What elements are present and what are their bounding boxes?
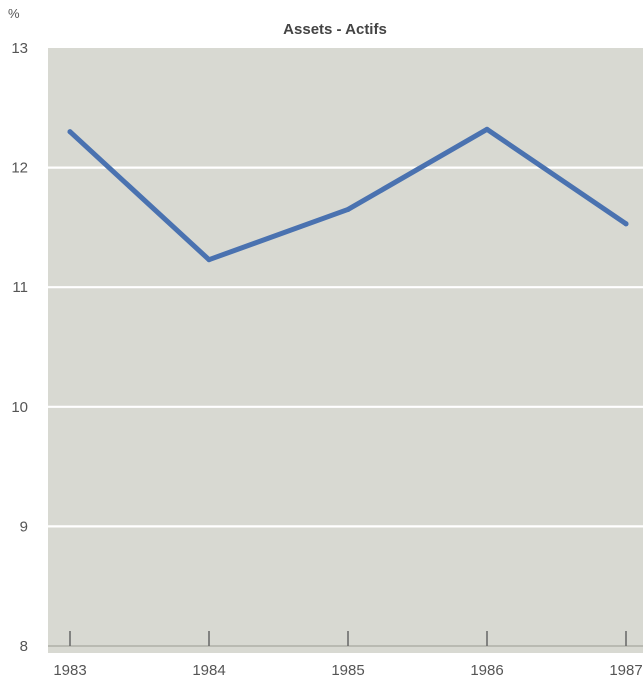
y-tick-label-13: 13 [11, 40, 28, 57]
y-tick-label-9: 9 [20, 518, 28, 535]
y-tick-label-10: 10 [11, 399, 28, 416]
x-tick-label-1987: 1987 [609, 662, 642, 679]
series-group [67, 126, 629, 263]
x-tick-label-1986: 1986 [470, 662, 503, 679]
y-tick-label-12: 12 [11, 160, 28, 177]
data-point-1986 [484, 126, 490, 132]
data-point-1983 [67, 129, 73, 135]
x-tick-label-1983: 1983 [53, 662, 86, 679]
y-tick-label-8: 8 [20, 638, 28, 655]
data-point-1985 [345, 206, 351, 212]
chart-title: Assets - Actifs [283, 21, 387, 38]
x-axis: 1983 1984 1985 1986 1987 [48, 631, 643, 679]
x-tick-label-1984: 1984 [192, 662, 225, 679]
plot-area [48, 48, 643, 653]
y-axis: 8 9 10 11 12 13 [11, 40, 28, 655]
data-point-1984 [206, 257, 212, 263]
data-point-1987 [623, 221, 629, 227]
x-tick-label-1985: 1985 [331, 662, 364, 679]
y-tick-label-11: 11 [12, 279, 28, 296]
y-axis-unit: % [8, 6, 20, 21]
